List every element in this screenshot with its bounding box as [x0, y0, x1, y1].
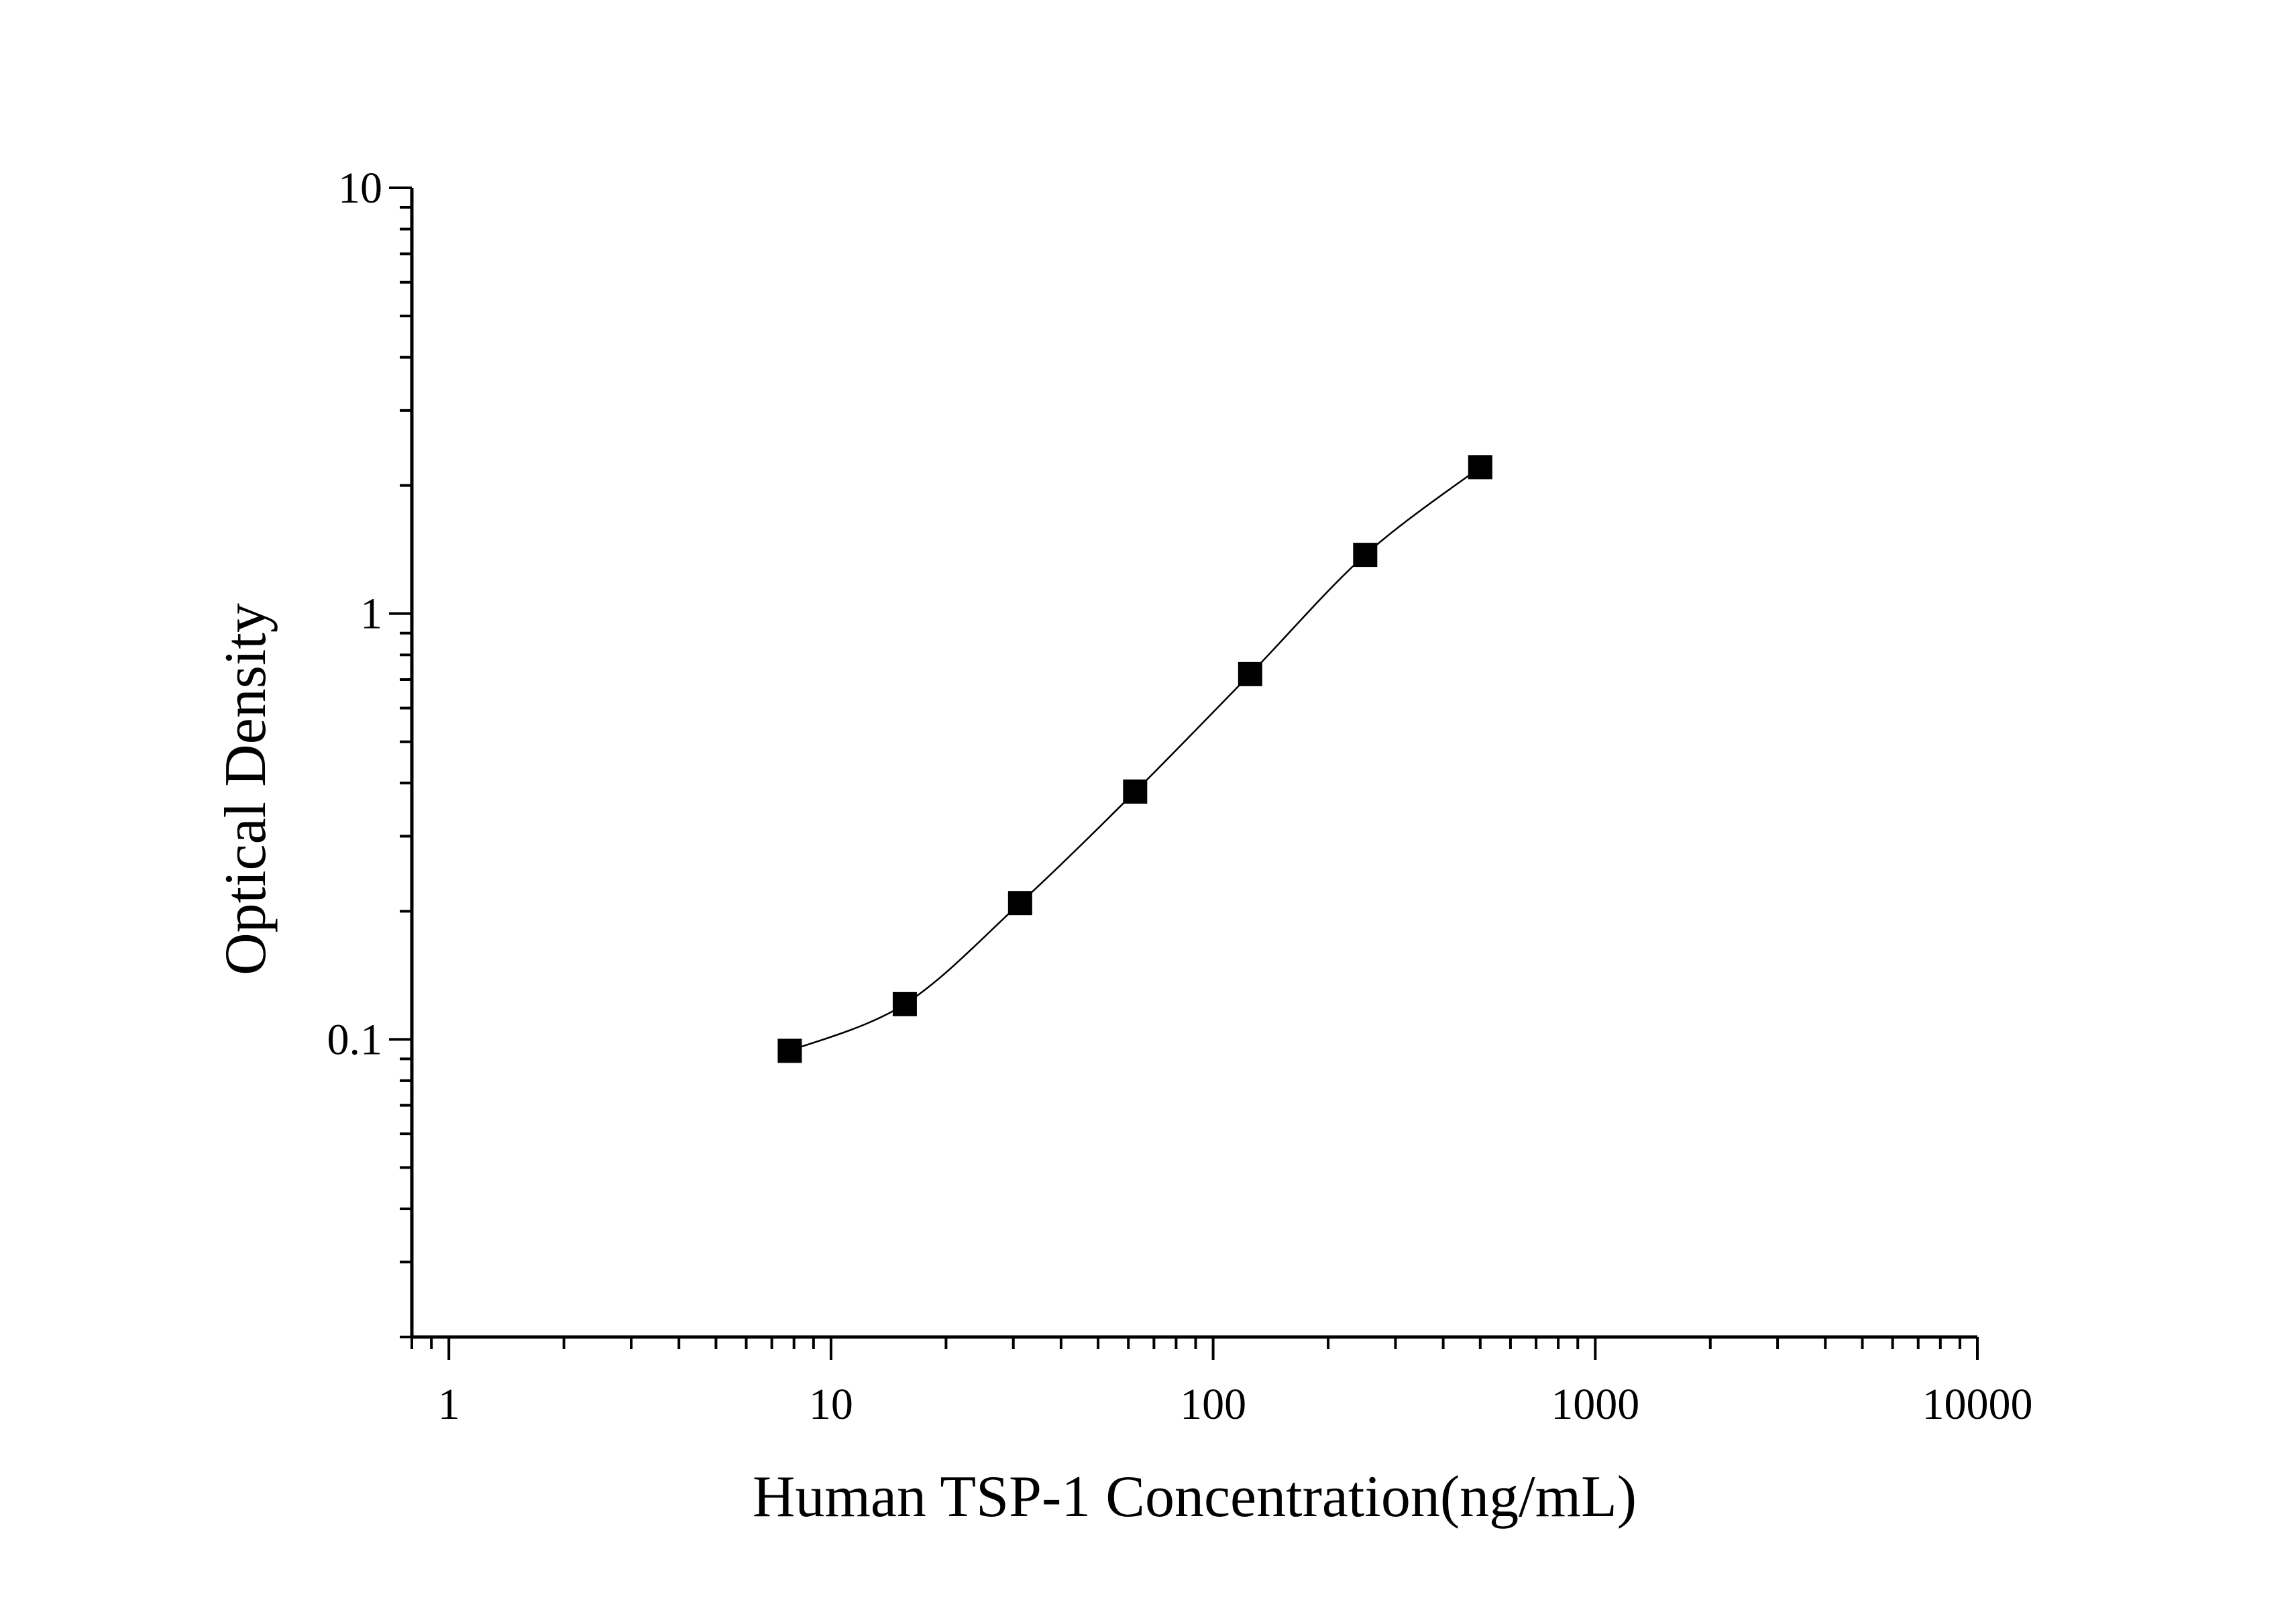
- x-tick-label: 1000: [1551, 1380, 1639, 1429]
- x-tick-label: 10000: [1922, 1380, 2033, 1429]
- data-point: [892, 992, 917, 1016]
- data-point: [1353, 543, 1378, 568]
- data-point: [1238, 661, 1262, 686]
- axes: [410, 188, 1977, 1339]
- data-point: [1468, 455, 1492, 480]
- x-tick-label: 1: [438, 1380, 460, 1429]
- data-point: [777, 1038, 802, 1063]
- data-point: [1007, 891, 1032, 916]
- x-tick-label: 100: [1180, 1380, 1246, 1429]
- ticks: [389, 186, 1979, 1360]
- y-tick-label: 10: [338, 164, 382, 213]
- x-tick-label: 10: [809, 1380, 853, 1429]
- data-point: [1123, 779, 1148, 804]
- y-tick-label: 1: [360, 590, 382, 639]
- y-axis-title: Optical Density: [213, 603, 278, 975]
- plot-area: [777, 455, 1492, 1063]
- x-axis-title: Human TSP-1 Concentration(ng/mL): [753, 1464, 1637, 1530]
- y-tick-label: 0.1: [327, 1015, 383, 1064]
- tick-labels: 1 10 100 1000 10000 0.1 1 10: [327, 164, 2033, 1429]
